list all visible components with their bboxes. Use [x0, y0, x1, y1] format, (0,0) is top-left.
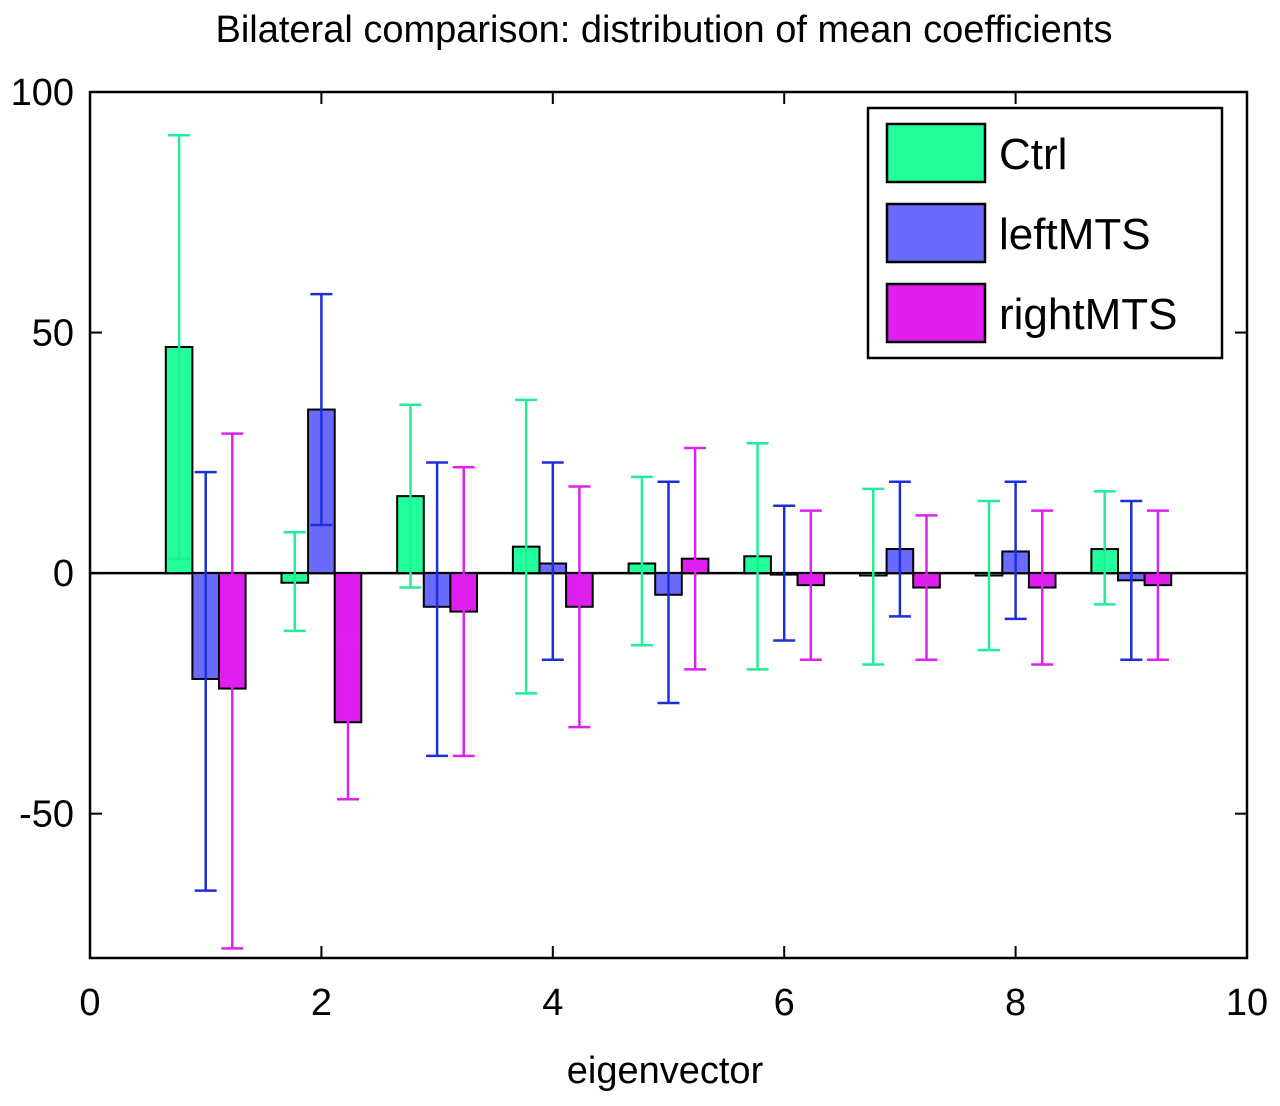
errorbar-leftMTS-8 — [1004, 480, 1027, 621]
errorbar-Ctrl-7 — [862, 487, 885, 666]
errorbar-Ctrl-3 — [399, 403, 422, 589]
y-tick-label-0: 0 — [53, 553, 74, 595]
x-tick-label-0: 0 — [79, 982, 100, 1024]
y-tick-label-100: 100 — [11, 72, 74, 114]
errorbars-layer — [168, 134, 1169, 950]
errorbar-Ctrl-4 — [515, 398, 538, 695]
x-tick-label-4: 4 — [542, 982, 563, 1024]
x-tick-label-8: 8 — [1005, 982, 1026, 1024]
legend-label-rightMTS: rightMTS — [999, 290, 1177, 339]
errorbar-rightMTS-6 — [799, 509, 822, 661]
errorbar-rightMTS-4 — [568, 485, 591, 729]
legend-swatch-Ctrl — [885, 122, 987, 184]
errorbar-Ctrl-9 — [1093, 490, 1116, 606]
errorbar-rightMTS-3 — [452, 466, 475, 758]
errorbar-Ctrl-1 — [168, 134, 191, 560]
errorbar-leftMTS-3 — [426, 461, 449, 758]
legend-swatch-rightMTS — [885, 282, 987, 344]
errorbar-Ctrl-8 — [977, 499, 1000, 652]
chart-title: Bilateral comparison: distribution of me… — [216, 9, 1113, 51]
y-tick-label--50: -50 — [19, 794, 74, 836]
x-axis-label: eigenvector — [567, 1050, 764, 1092]
x-tick-label-6: 6 — [774, 982, 795, 1024]
errorbar-rightMTS-7 — [915, 514, 938, 661]
legend-label-leftMTS: leftMTS — [999, 210, 1151, 259]
errorbar-Ctrl-6 — [746, 441, 769, 671]
y-tick-label-50: 50 — [32, 313, 74, 355]
errorbar-rightMTS-1 — [221, 432, 244, 950]
x-tick-label-2: 2 — [311, 982, 332, 1024]
errorbar-leftMTS-6 — [773, 504, 796, 642]
errorbar-Ctrl-2 — [283, 530, 306, 633]
errorbar-leftMTS-2 — [310, 292, 333, 527]
errorbar-leftMTS-7 — [888, 480, 911, 618]
legend-swatch-leftMTS — [885, 202, 987, 264]
errorbar-Ctrl-5 — [630, 475, 653, 647]
errorbar-rightMTS-8 — [1031, 509, 1054, 666]
errorbar-leftMTS-9 — [1120, 499, 1143, 661]
errorbar-rightMTS-9 — [1146, 509, 1169, 661]
errorbar-leftMTS-5 — [657, 480, 680, 705]
errorbar-rightMTS-2 — [337, 639, 360, 801]
errorbar-rightMTS-5 — [684, 446, 707, 671]
errorbar-leftMTS-1 — [194, 470, 217, 892]
x-tick-label-10: 10 — [1226, 982, 1268, 1024]
errorbar-leftMTS-4 — [541, 461, 564, 661]
legend-label-Ctrl: Ctrl — [999, 130, 1067, 179]
ticks-layer: 0 2 4 6 8 10 -50 0 50 100 — [11, 72, 1269, 1024]
legend: Ctrl leftMTS rightMTS — [866, 106, 1224, 360]
